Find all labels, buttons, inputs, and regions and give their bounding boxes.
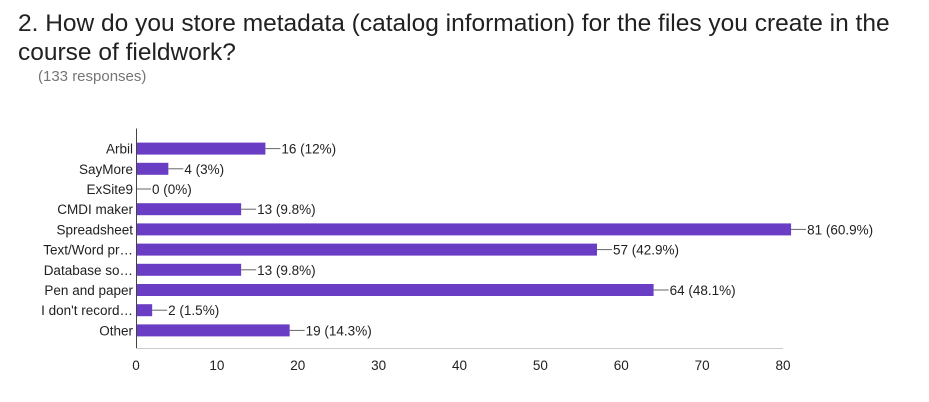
bar	[136, 284, 654, 296]
data-label: 2 (1.5%)	[168, 303, 219, 318]
data-label: 0 (0%)	[152, 182, 192, 197]
x-tick-label: 80	[775, 358, 790, 373]
x-tick-label: 20	[290, 358, 305, 373]
category-label: Spreadsheet	[56, 222, 133, 237]
bar	[136, 324, 290, 337]
x-tick-label: 0	[132, 358, 140, 373]
bar	[136, 304, 153, 317]
data-label: 81 (60.9%)	[807, 222, 873, 237]
bar	[136, 223, 792, 236]
x-tick-label: 40	[452, 358, 467, 373]
bar	[136, 162, 169, 175]
data-label: 13 (9.8%)	[257, 263, 316, 278]
bar	[136, 243, 597, 256]
data-label: 57 (42.9%)	[613, 243, 679, 258]
category-label: I don't record…	[41, 303, 133, 318]
category-label: Database so…	[44, 263, 133, 278]
category-label: Arbil	[106, 142, 133, 157]
x-tick-label: 30	[371, 358, 386, 373]
bar	[136, 142, 266, 155]
bar	[136, 203, 242, 216]
category-label: Other	[99, 323, 133, 338]
category-label: ExSite9	[86, 182, 133, 197]
data-label: 13 (9.8%)	[257, 202, 316, 217]
x-tick-label: 50	[533, 358, 548, 373]
question-title: 2. How do you store metadata (catalog in…	[18, 10, 890, 66]
x-tick-label: 10	[209, 358, 224, 373]
response-count: (133 responses)	[38, 68, 147, 85]
data-label: 16 (12%)	[281, 142, 336, 157]
category-label: CMDI maker	[57, 202, 133, 217]
data-label: 19 (14.3%)	[306, 323, 372, 338]
data-label: 4 (3%)	[184, 162, 224, 177]
category-label: Pen and paper	[44, 283, 133, 298]
category-label: Text/Word pr…	[43, 243, 133, 258]
data-label: 64 (48.1%)	[670, 283, 736, 298]
x-tick-label: 70	[695, 358, 710, 373]
bar	[136, 263, 242, 276]
x-tick-label: 60	[614, 358, 629, 373]
category-label: SayMore	[79, 162, 133, 177]
